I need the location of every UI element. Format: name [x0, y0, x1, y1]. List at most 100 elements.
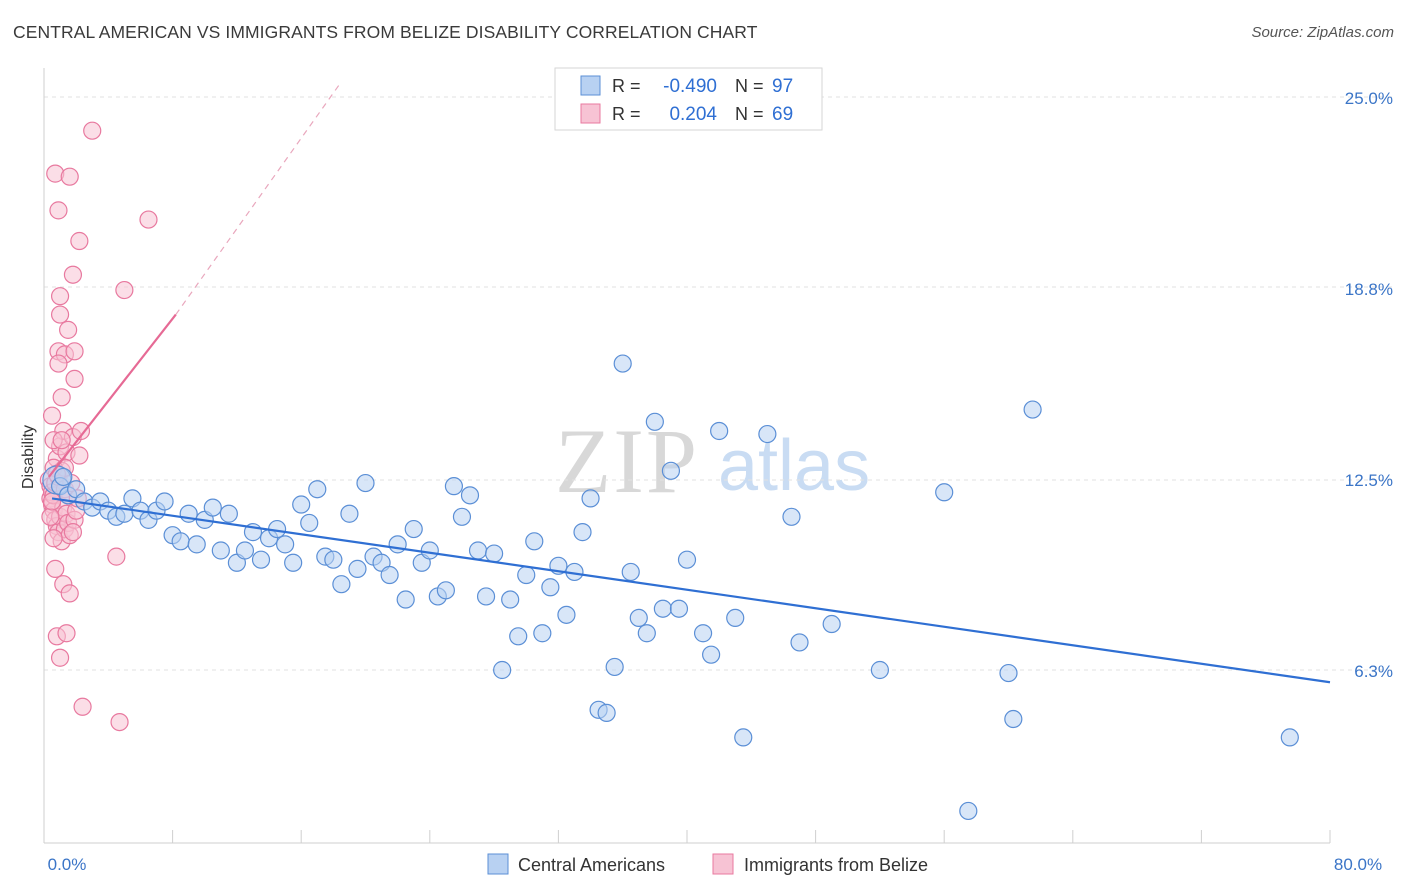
watermark-zip: ZIP — [555, 410, 699, 512]
legend-label-belize: Immigrants from Belize — [744, 855, 928, 875]
belize-point — [42, 492, 62, 511]
belize-point — [50, 305, 70, 324]
legend-n-label: N = — [735, 76, 764, 96]
central-american-point — [276, 535, 295, 554]
central-american-point — [356, 473, 375, 493]
y-tick-label: 12.5% — [1345, 471, 1393, 490]
belize-point — [63, 265, 83, 284]
source-credit: Source: ZipAtlas.com — [1251, 24, 1394, 41]
belize-point — [73, 697, 92, 716]
central-american-point — [420, 541, 439, 560]
legend-n-value: 97 — [772, 76, 793, 97]
central-american-point — [621, 562, 640, 582]
central-american-point — [501, 590, 520, 609]
central-american-point — [557, 605, 576, 624]
central-american-point — [1023, 400, 1042, 419]
chart-title: CENTRAL AMERICAN VS IMMIGRANTS FROM BELI… — [13, 22, 758, 42]
central-american-point — [332, 575, 351, 594]
central-american-point — [203, 498, 222, 517]
central-american-point — [348, 559, 367, 578]
belize-point — [83, 121, 102, 140]
y-axis-label: Disability — [20, 425, 37, 489]
central-american-point — [380, 565, 399, 585]
y-tick-label: 25.0% — [1345, 89, 1393, 108]
belize-point — [60, 167, 79, 186]
legend-r-label: R = — [612, 76, 641, 96]
legend-swatch-blue — [580, 75, 601, 96]
legend-r-value: 0.204 — [669, 104, 717, 125]
belize-point — [57, 624, 76, 643]
central-american-point — [661, 461, 681, 480]
central-american-point — [404, 519, 423, 539]
belize-point — [71, 421, 91, 441]
belize-trend-extension — [175, 81, 342, 315]
central-american-point — [726, 608, 745, 628]
x-tick-label-min: 0.0% — [48, 855, 87, 874]
central-american-point — [999, 663, 1018, 683]
y-tick-label: 6.3% — [1354, 662, 1393, 681]
central-american-point — [669, 599, 689, 618]
legend-swatch-belize — [712, 853, 734, 875]
central-american-point — [870, 660, 890, 680]
central-american-point — [525, 532, 544, 551]
belize-point — [52, 388, 71, 407]
belize-point — [107, 547, 126, 566]
belize-point — [70, 446, 89, 465]
series-legend: Central Americans Immigrants from Belize — [487, 853, 928, 875]
legend-n-value: 69 — [772, 104, 793, 125]
central-american-point — [476, 587, 496, 606]
central-american-point — [605, 657, 624, 677]
central-american-points — [42, 354, 1299, 821]
central-american-point — [211, 541, 230, 560]
central-american-point — [388, 535, 407, 554]
belize-point — [46, 559, 65, 578]
central-american-point — [959, 801, 978, 821]
y-tick-label: 18.8% — [1345, 280, 1393, 299]
central-american-point — [187, 535, 206, 554]
central-american-point — [493, 660, 512, 680]
legend-r-value: -0.490 — [663, 76, 717, 97]
central-american-point — [581, 489, 600, 508]
belize-point — [110, 712, 129, 732]
gridlines — [44, 96, 1392, 671]
central-american-point — [171, 532, 190, 551]
central-american-point — [629, 608, 648, 628]
belize-point — [49, 201, 68, 220]
central-american-point — [677, 550, 697, 569]
belize-point — [139, 210, 158, 229]
central-american-point — [300, 513, 319, 533]
belize-point — [52, 431, 71, 450]
legend-swatch-central-americans — [487, 853, 509, 875]
central-american-point — [155, 492, 174, 511]
legend-swatch-pink — [580, 103, 601, 124]
central-american-point — [54, 467, 73, 487]
central-american-point — [509, 627, 528, 646]
central-american-point — [758, 424, 777, 444]
central-american-point — [468, 541, 488, 560]
axes — [43, 68, 1331, 844]
watermark-atlas: atlas — [718, 426, 870, 506]
belize-point — [42, 406, 62, 425]
belize-point — [50, 648, 70, 667]
belize-point — [115, 280, 134, 300]
belize-point — [41, 507, 60, 526]
central-american-point — [308, 480, 327, 499]
belize-point — [60, 584, 79, 603]
central-american-point — [822, 614, 841, 634]
central-american-point — [324, 550, 343, 569]
belize-point — [59, 320, 78, 339]
central-american-point — [284, 553, 303, 572]
belize-point — [50, 287, 70, 306]
belize-points — [39, 121, 158, 732]
central-american-point — [613, 354, 632, 373]
central-american-trend-line — [51, 497, 1331, 684]
belize-point — [65, 369, 84, 389]
central-american-point — [645, 412, 664, 431]
central-american-point — [235, 541, 255, 560]
belize-point — [49, 354, 68, 373]
legend-r-label: R = — [612, 104, 641, 124]
central-american-point — [219, 504, 238, 523]
central-american-point — [396, 590, 415, 609]
central-american-point — [782, 507, 801, 526]
